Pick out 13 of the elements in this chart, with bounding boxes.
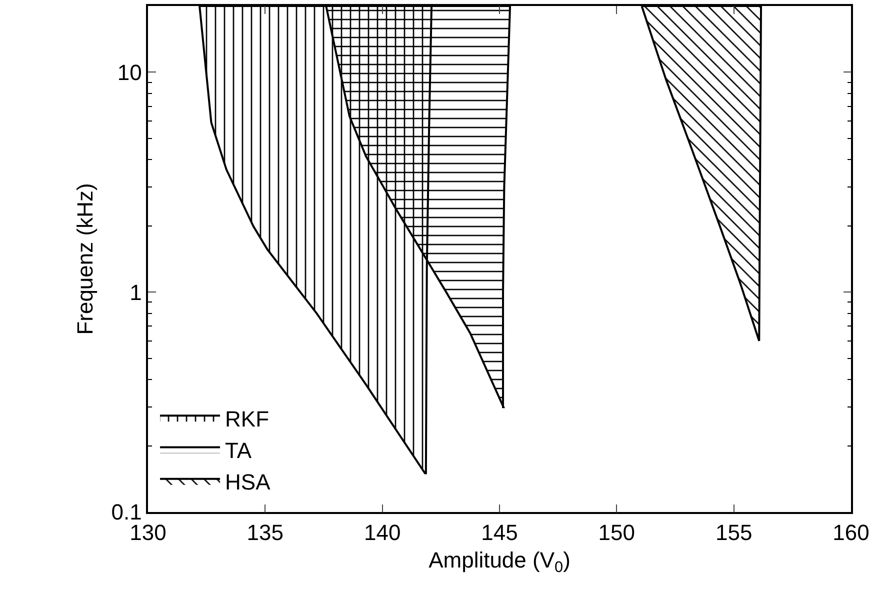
x-tick-label: 160 (832, 520, 870, 546)
y-tick-label: 1 (130, 280, 142, 305)
x-tick-label: 155 (715, 520, 752, 546)
legend-label: HSA (225, 469, 271, 494)
y-axis-title: Frequenz (kHz) (72, 183, 98, 335)
x-tick-label: 135 (246, 520, 284, 546)
legend-label: RKF (225, 406, 270, 432)
y-tick-label: 10 (117, 60, 142, 85)
x-axis-title: Amplitude (V$_{0}$) (428, 548, 570, 576)
x-tick-label: 140 (364, 520, 401, 546)
x-tick-label: 150 (598, 520, 636, 546)
legend-label: TA (225, 438, 252, 463)
x-tick-label: 145 (481, 520, 518, 546)
